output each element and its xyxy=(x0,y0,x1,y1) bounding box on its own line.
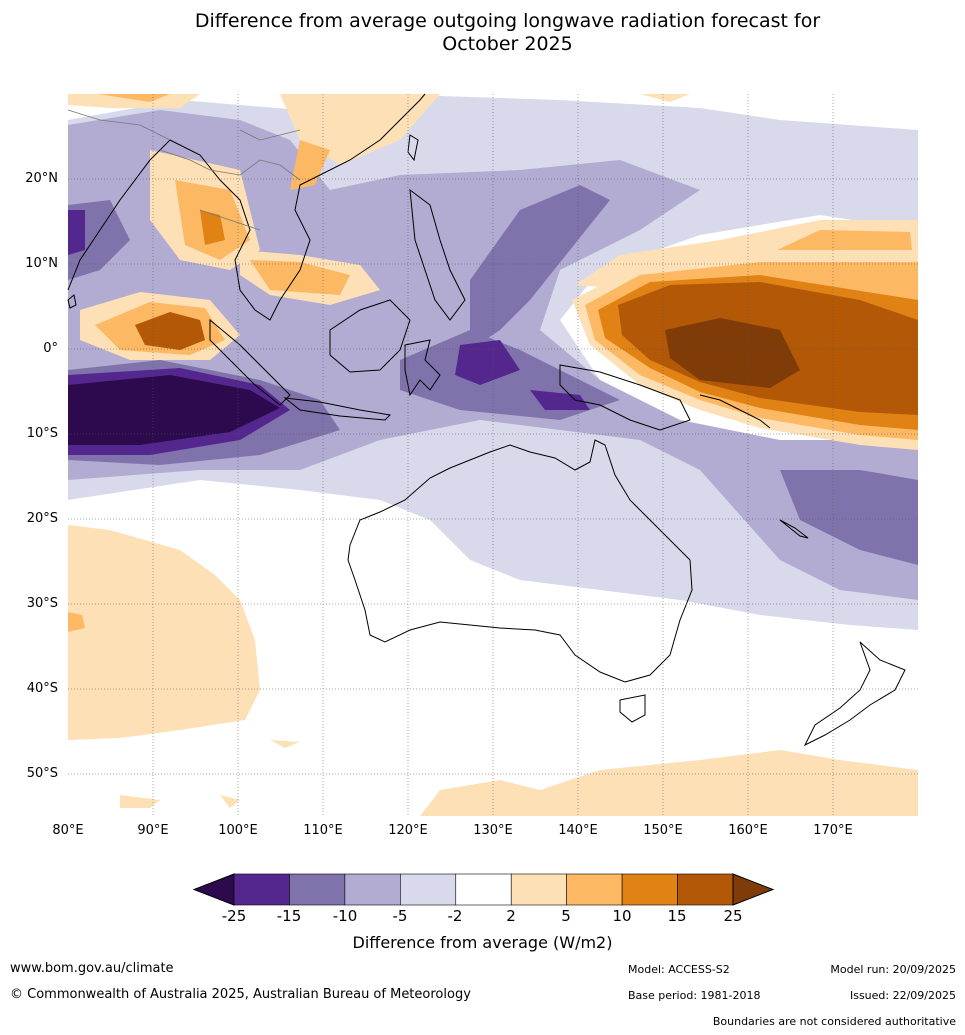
anomaly-light-orange-south xyxy=(68,525,918,816)
colorbar-segment xyxy=(400,873,457,906)
website-link[interactable]: www.bom.gov.au/climate xyxy=(10,961,174,976)
colorbar-segment xyxy=(510,873,567,906)
colorbar-tick: 25 xyxy=(723,907,743,925)
new-zealand-coastline xyxy=(803,641,906,747)
india-border xyxy=(67,109,171,141)
solomon-islands-coastline xyxy=(699,394,771,429)
lat-label-20s: 20°S xyxy=(26,511,58,526)
chart-title: Difference from average outgoing longwav… xyxy=(0,10,965,56)
lon-label-110e: 110°E xyxy=(303,823,343,838)
colorbar-tick: -25 xyxy=(221,907,247,925)
model-run-text: Model run: 20/09/2025 xyxy=(830,963,956,976)
lat-label-10n: 10°N xyxy=(25,256,58,271)
colorbar-tick: -15 xyxy=(276,907,302,925)
anomaly-pacific-darkest-brown xyxy=(665,318,800,388)
colorbar-tick: -10 xyxy=(332,907,358,925)
anomaly-orange-south-patch xyxy=(68,612,85,632)
indochina-borders xyxy=(159,129,301,231)
lat-label-20n: 20°N xyxy=(25,171,58,186)
anomaly-band-darkest-purple xyxy=(68,375,280,445)
lat-label-0: 0° xyxy=(43,341,58,356)
title-line-2: October 2025 xyxy=(442,33,573,55)
anomaly-bay-of-bengal-brown xyxy=(135,312,205,350)
colorbar-tick: 15 xyxy=(667,907,687,925)
colorbar-segment xyxy=(621,873,678,906)
sri-lanka-coastline xyxy=(67,294,77,309)
copyright-text: © Commonwealth of Australia 2025, Austra… xyxy=(10,987,471,1002)
lon-label-140e: 140°E xyxy=(558,823,598,838)
lon-label-100e: 100°E xyxy=(218,823,258,838)
philippines-coastline xyxy=(409,188,466,321)
colorbar-segment xyxy=(566,873,623,906)
country-borders xyxy=(67,109,301,231)
java-coastline xyxy=(283,397,392,421)
lon-label-170e: 170°E xyxy=(813,823,853,838)
colorbar-extension-high xyxy=(732,873,775,906)
title-line-1: Difference from average outgoing longwav… xyxy=(194,10,821,32)
anomaly-orange-north xyxy=(95,94,918,355)
sumatra-coastline xyxy=(209,318,291,406)
lat-label-30s: 30°S xyxy=(26,596,58,611)
lon-label-150e: 150°E xyxy=(643,823,683,838)
lon-label-80e: 80°E xyxy=(52,823,84,838)
new-guinea-coastline xyxy=(559,364,691,431)
colorbar-segment xyxy=(677,873,734,906)
tasmania-coastline xyxy=(619,694,646,723)
lon-label-130e: 130°E xyxy=(473,823,513,838)
taiwan-coastline xyxy=(407,134,419,162)
lat-label-10s: 10°S xyxy=(26,426,58,441)
new-caledonia-coastline xyxy=(779,519,809,539)
anomaly-indochina-dark-orange xyxy=(200,210,225,245)
colorbar-tick: -5 xyxy=(392,907,408,925)
asia-mainland-coastline xyxy=(67,93,426,321)
lat-label-40s: 40°S xyxy=(26,681,58,696)
issued-text: Issued: 22/09/2025 xyxy=(849,989,956,1002)
colorbar-tick: 2 xyxy=(506,907,516,925)
boundaries-note: Boundaries are not considered authoritat… xyxy=(712,1015,956,1028)
colorbar-segment xyxy=(233,873,290,906)
anomaly-light-orange-north xyxy=(68,94,918,360)
colorbar-tick: -2 xyxy=(447,907,463,925)
colorbar xyxy=(192,873,775,906)
colorbar-segment xyxy=(289,873,346,906)
graticule xyxy=(68,94,918,816)
australia-coastline xyxy=(347,439,693,683)
model-text: Model: ACCESS-S2 xyxy=(628,963,730,976)
coastlines xyxy=(67,93,906,747)
colorbar-tick: 5 xyxy=(561,907,571,925)
colorbar-segment xyxy=(455,873,512,906)
borneo-coastline xyxy=(329,299,411,373)
colorbar-tick: 10 xyxy=(612,907,632,925)
colorbar-label: Difference from average (W/m2) xyxy=(352,933,613,952)
base-period-text: Base period: 1981-2018 xyxy=(628,989,761,1002)
lon-label-120e: 120°E xyxy=(388,823,428,838)
lat-label-50s: 50°S xyxy=(26,766,58,781)
sulawesi-coastline xyxy=(404,339,441,397)
lon-label-90e: 90°E xyxy=(137,823,169,838)
colorbar-segment xyxy=(344,873,401,906)
lon-label-160e: 160°E xyxy=(728,823,768,838)
colorbar-extension-low xyxy=(192,873,235,906)
